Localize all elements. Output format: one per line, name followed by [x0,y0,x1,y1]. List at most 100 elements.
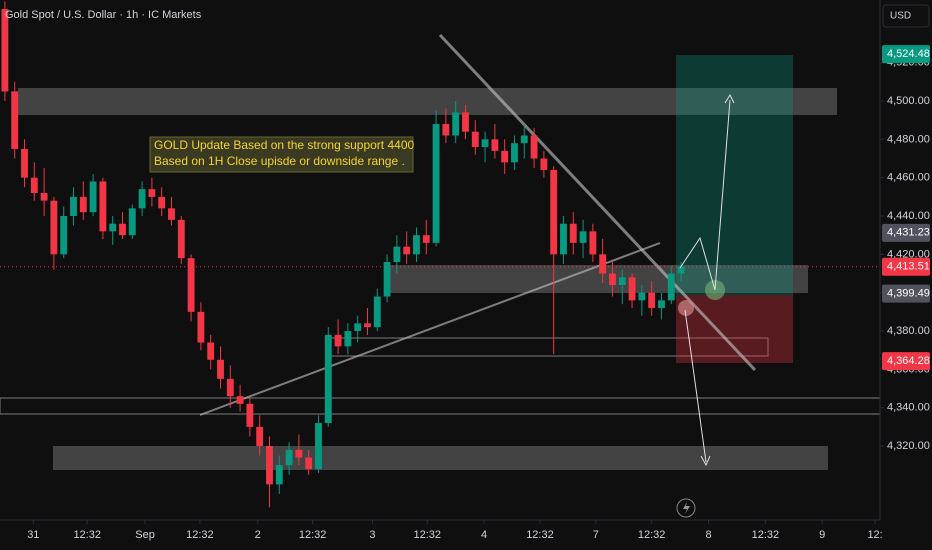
candle-body [628,277,636,301]
arrow [684,309,707,463]
candle-body [589,231,597,255]
candle-body [354,323,362,332]
candle-body [324,334,332,424]
candle-body [364,323,371,328]
x-tick-label: 31 [27,529,39,541]
x-tick-label: 12:32 [413,529,441,541]
y-tick-label: 4,320.00 [887,440,930,452]
annotation: Based on 1H Close upisde or downside ran… [154,154,405,168]
x-tick-label: 12:32 [752,529,780,541]
price-tag [882,45,930,64]
price-tag [882,257,930,276]
candle-body [462,112,469,132]
candle-body [295,449,303,458]
candle-body [119,223,126,236]
candle-body [413,235,420,255]
candle-body [40,193,48,201]
candle-body [109,223,117,232]
x-tick-label: 12: [867,529,882,541]
candle-body [1,9,9,92]
candle-body [21,148,28,178]
candle-body [266,446,273,485]
x-tick-label: 12:32 [299,529,327,541]
candle-body [599,254,607,274]
resistance-zone [18,88,837,115]
candle-body [168,208,175,220]
y-tick-label: 4,340.00 [887,402,930,414]
price-tag-label: 4,399.49 [887,288,930,300]
axes: 4,320.004,340.004,360.004,380.004,400.00… [27,45,930,541]
overlay: GOLD Update Based on the strong support … [149,93,735,518]
target-box [676,55,793,295]
x-tick-label: 12:32 [73,529,101,541]
candle-body [579,231,587,243]
x-tick-label: 12:32 [526,529,554,541]
lower-zone [53,446,828,470]
candle-body [432,124,440,243]
candle-body [442,124,450,136]
price-tag-label: 4,364.28 [887,355,930,367]
currency[interactable]: USD [890,11,911,22]
y-tick-label: 4,440.00 [887,210,930,222]
candle-body [246,403,254,427]
candle-body [471,131,479,148]
price-tag [882,223,930,242]
candle-body [99,181,107,232]
candle-body [540,158,548,171]
candle-body [197,311,205,343]
candle-body [217,359,224,379]
candle-body [187,258,195,312]
candle-body [89,181,97,213]
candle-body [481,139,489,148]
candles [0,1,880,508]
x-tick-label: 12:32 [638,529,666,541]
candle-body [11,91,19,149]
candle-body [207,342,215,360]
arrow-head [700,455,711,467]
candle-body [677,266,685,274]
x-tick-label: Sep [135,529,155,541]
candle-body [344,331,352,347]
y-tick-label: 4,420.00 [887,248,930,260]
candle-body [569,223,577,243]
arrow [679,99,731,291]
candle-body [285,449,293,466]
candle-body [452,112,460,136]
candle-body [60,216,68,255]
marker [678,300,694,316]
annotation: GOLD Update Based on the strong support … [154,138,414,152]
x-tick-label: 12:32 [186,529,214,541]
candle-body [373,296,381,328]
price-tag-label: 4,413.51 [887,261,930,273]
symbol-title: Gold Spot / U.S. Dollar · 1h · IC Market… [5,9,202,21]
candle-body [315,423,322,470]
candle-body [236,396,244,404]
y-tick-label: 4,460.00 [887,172,930,184]
candle-body [275,465,283,485]
candle-body [128,208,136,236]
candle-body [30,177,38,194]
currency-button[interactable] [882,4,930,28]
candle-body [530,135,538,159]
candle-body [226,378,234,397]
arrow-head [724,93,735,104]
support-zone [390,265,808,293]
x-tick-label: 4 [481,529,487,541]
price-tag [882,352,930,371]
candle-body [70,196,77,217]
x-tick-label: 3 [369,529,375,541]
candle-body [138,189,146,209]
candle-body [177,219,185,259]
candle-body [648,292,656,309]
candle-body [403,246,411,255]
x-axis-panel [0,520,932,550]
candle-body [148,189,156,197]
candle-body [491,139,499,151]
event-icon [676,498,696,518]
x-tick-label: 8 [705,529,711,541]
candle-body [560,223,567,255]
x-tick-label: 7 [593,529,599,541]
x-tick-label: 2 [255,529,261,541]
